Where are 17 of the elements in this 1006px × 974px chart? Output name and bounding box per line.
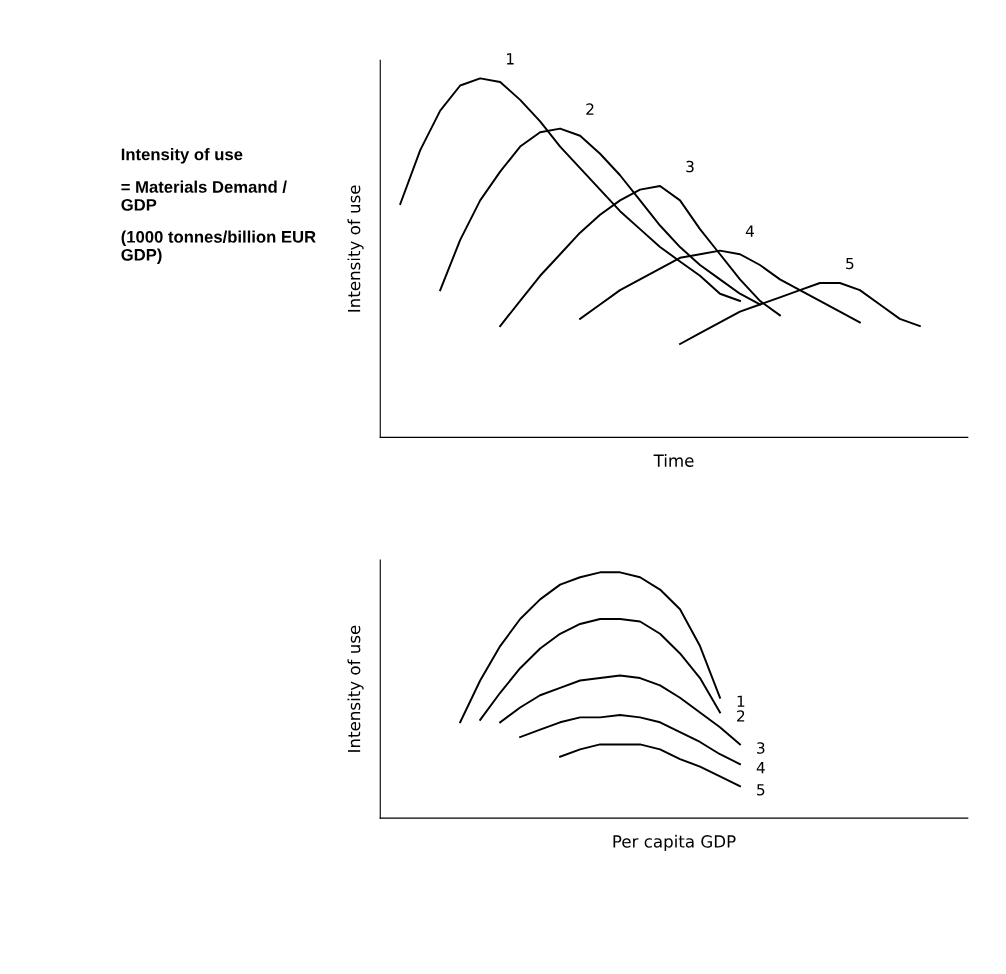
text: (1000 tonnes/billion EUR GDP) — [121, 230, 316, 264]
series-label: 1 — [506, 53, 514, 65]
series-label: 2 — [737, 710, 745, 722]
text: = Materials Demand / GDP — [121, 180, 287, 211]
series-label: 4 — [745, 225, 754, 237]
series-label: 5 — [846, 257, 854, 270]
series-label: 4 — [756, 762, 765, 774]
x-axis-title: Time — [653, 453, 694, 467]
y-axis-title: Intensity of use — [347, 625, 364, 752]
series-label: 3 — [686, 160, 694, 173]
x-axis-title: Per capita GDP — [613, 834, 736, 851]
text: Intensity of use — [121, 148, 243, 164]
series-label: 2 — [586, 103, 594, 115]
series-label: 3 — [757, 742, 765, 754]
series-label: 5 — [757, 784, 765, 796]
series-label: 1 — [737, 695, 745, 707]
y-axis-title: Intensity of use — [347, 185, 364, 312]
